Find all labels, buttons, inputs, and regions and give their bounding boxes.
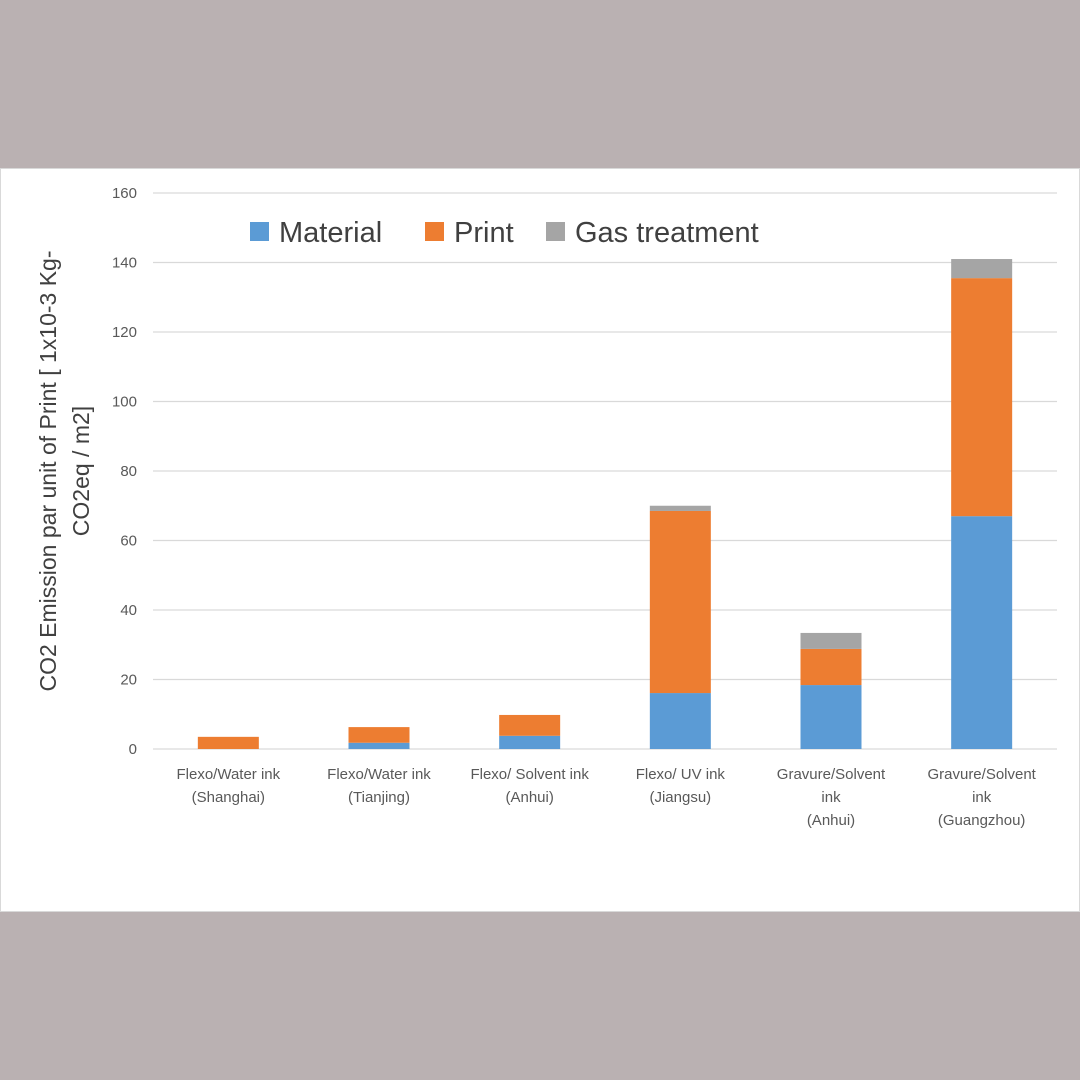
y-tick-label: 80 [120,463,137,480]
legend-swatch [250,222,269,241]
y-axis-title-line: CO2eq / m2] [68,406,94,536]
y-tick-label: 140 [112,255,137,272]
x-category-label: Flexo/Water ink (Shanghai) [177,766,281,806]
bar-segment-material [951,516,1013,749]
y-tick-label: 20 [120,672,137,689]
x-axis-categories: Flexo/Water ink (Shanghai) Flexo/Water ink… [177,766,1037,829]
bar-segment-material [800,685,862,749]
bar-segment-print [348,727,410,743]
x-category-label: Flexo/Water ink (Tianjing) [327,766,431,806]
x-category-label: Gravure/Solvent ink (Guangzhou) [927,766,1036,829]
bar-segment-gas-treatment [951,259,1013,279]
bar-segment-print [951,278,1013,517]
legend: Material Print Gas treatment [250,217,759,249]
y-axis-ticks: 0 20 40 60 80 100 120 140 160 [112,185,137,758]
bar-segment-gas-treatment [800,632,862,649]
bar-segment-material [499,735,561,749]
legend-swatch [425,222,444,241]
bar-segment-print [499,714,561,736]
y-axis-title-line: CO2 Emission par unit of Print [ 1x10-3 … [35,250,61,691]
legend-item: Gas treatment [546,217,759,249]
bar-segment-print [649,510,711,694]
bar-segment-gas-treatment [649,505,711,511]
x-category-label: Flexo/ Solvent ink (Anhui) [470,766,589,806]
legend-label: Gas treatment [575,217,759,249]
bar-segment-print [197,736,259,749]
x-category-label: Flexo/ UV ink (Jiangsu) [636,766,726,806]
gridlines [153,192,1057,750]
bars [197,259,1013,749]
legend-label: Print [454,217,514,249]
bar-segment-material [348,742,410,749]
y-tick-label: 0 [129,741,137,758]
legend-swatch [546,222,565,241]
legend-label: Material [279,217,382,249]
y-tick-label: 160 [112,185,137,202]
x-category-label: Gravure/Solvent ink (Anhui) [777,766,886,829]
bar-segment-print [800,648,862,686]
y-tick-label: 60 [120,533,137,550]
y-tick-label: 100 [112,394,137,411]
chart-panel: 0 20 40 60 80 100 120 140 160 Flexo/Water ink (Sh… [0,168,1080,912]
legend-item: Print [425,217,514,249]
y-tick-label: 40 [120,602,137,619]
y-tick-label: 120 [112,324,137,341]
y-axis-title: CO2 Emission par unit of Print [ 1x10-3 … [35,250,94,691]
bar-segment-material [649,693,711,749]
legend-item: Material [250,217,382,249]
stacked-bar-chart: 0 20 40 60 80 100 120 140 160 Flexo/Water ink (Sh… [35,185,1057,829]
